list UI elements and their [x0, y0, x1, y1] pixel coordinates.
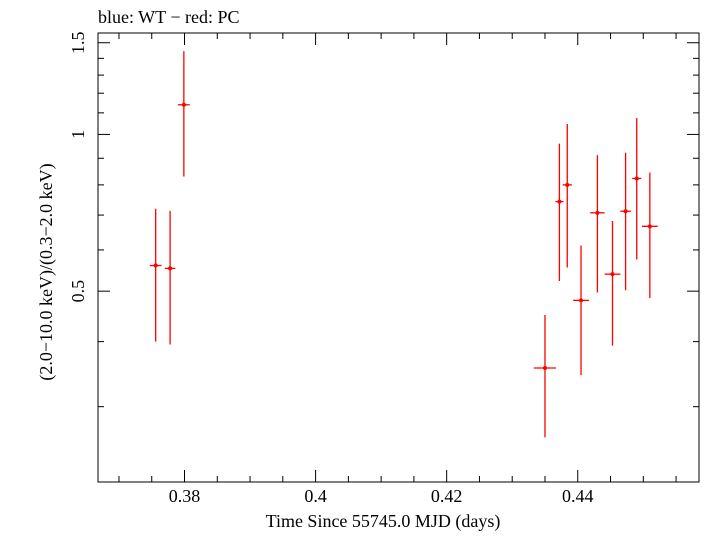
- x-tick-label: 0.4: [304, 486, 327, 506]
- data-marker: [623, 209, 628, 214]
- data-marks: [149, 51, 658, 438]
- x-tick-label: 0.44: [562, 486, 594, 506]
- y-axis-label: (2.0−10.0 keV)/(0.3−2.0 keV): [36, 163, 57, 380]
- data-point: [149, 208, 162, 342]
- data-point: [533, 314, 557, 438]
- y-tick-label: 1.5: [68, 31, 88, 54]
- data-marker: [153, 263, 158, 268]
- plot-frame: [97, 32, 700, 483]
- data-marker: [557, 199, 562, 204]
- data-point: [641, 172, 658, 299]
- data-marker: [610, 272, 615, 277]
- data-point: [177, 51, 190, 177]
- data-marker: [579, 298, 584, 303]
- data-marker: [542, 365, 547, 370]
- data-point: [620, 152, 631, 291]
- chart-title: blue: WT − red: PC: [98, 7, 239, 27]
- data-point: [590, 155, 605, 293]
- data-point: [164, 210, 176, 345]
- data-point: [562, 124, 572, 268]
- x-tick-label: 0.38: [169, 486, 201, 506]
- data-point: [573, 245, 589, 376]
- x-tick-label: 0.42: [431, 486, 463, 506]
- data-marker: [647, 224, 652, 229]
- data-marker: [565, 182, 570, 187]
- data-point: [632, 118, 642, 260]
- data-marker: [168, 266, 173, 271]
- data-point: [604, 220, 621, 346]
- data-marker: [634, 176, 639, 181]
- data-marker: [181, 102, 186, 107]
- ticks-layer: 0.38 0.4 0.42 0.44 0.5 1 1.5: [68, 31, 699, 506]
- y-tick-label: 0.5: [68, 280, 88, 303]
- y-tick-label: 1: [68, 130, 88, 139]
- data-marker: [595, 210, 600, 215]
- x-axis-label: Time Since 55745.0 MJD (days): [266, 511, 501, 532]
- data-point: [555, 143, 564, 281]
